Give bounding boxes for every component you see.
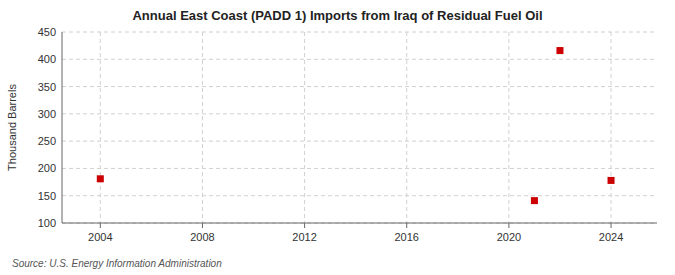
y-grid-line	[62, 32, 657, 33]
y-grid-line	[62, 141, 657, 142]
point	[97, 175, 104, 182]
x-grid-line	[508, 32, 509, 223]
x-tick-label: 2024	[599, 231, 623, 243]
y-ticks: 100 150 200 250 300 350 400 450	[38, 26, 56, 229]
y-tick-label: 100	[38, 217, 56, 229]
chart-container: 2004 2008 2012 2016 2020 2024 100 150 200 250 300 3…	[0, 0, 675, 275]
chart-title: Annual East Coast (PADD 1) Imports from …	[132, 8, 542, 23]
chart-svg: 2004 2008 2012 2016 2020 2024 100 150 200 250 300 3…	[0, 0, 675, 275]
x-tick	[100, 223, 101, 228]
y-grid-line	[62, 113, 657, 114]
y-axis-label: Thousand Barrels	[6, 84, 18, 171]
x-tick	[304, 223, 305, 228]
grid	[62, 32, 657, 223]
x-tick	[508, 223, 509, 228]
points	[97, 47, 615, 204]
y-tick-label: 450	[38, 26, 56, 38]
y-tick-label: 350	[38, 81, 56, 93]
point	[556, 47, 563, 54]
source-note: Source: U.S. Energy Information Administ…	[12, 258, 222, 269]
x-grid-line	[202, 32, 203, 223]
y-grid-line	[62, 59, 657, 60]
y-grid-line	[62, 195, 657, 196]
point	[608, 177, 615, 184]
x-tick-label: 2004	[88, 231, 112, 243]
y-tick-label: 200	[38, 162, 56, 174]
y-tick-label: 400	[38, 53, 56, 65]
y-tick-label: 250	[38, 135, 56, 147]
x-grid-line	[611, 32, 612, 223]
y-grid-line	[62, 168, 657, 169]
x-tick	[202, 223, 203, 228]
x-tick	[611, 223, 612, 228]
y-tick-label: 300	[38, 108, 56, 120]
x-tick-label: 2008	[190, 231, 214, 243]
x-tick	[406, 223, 407, 228]
point	[531, 197, 538, 204]
x-axis-line	[62, 223, 657, 224]
y-axis-line	[62, 32, 63, 223]
y-tick-label: 150	[38, 190, 56, 202]
x-grid-line	[100, 32, 101, 223]
x-grid-line	[406, 32, 407, 223]
x-ticks: 2004 2008 2012 2016 2020 2024	[88, 223, 623, 243]
y-grid-line	[62, 223, 657, 224]
x-grid-line	[304, 32, 305, 223]
x-tick-label: 2012	[292, 231, 316, 243]
x-tick-label: 2020	[497, 231, 521, 243]
y-grid-line	[62, 86, 657, 87]
x-tick-label: 2016	[395, 231, 419, 243]
